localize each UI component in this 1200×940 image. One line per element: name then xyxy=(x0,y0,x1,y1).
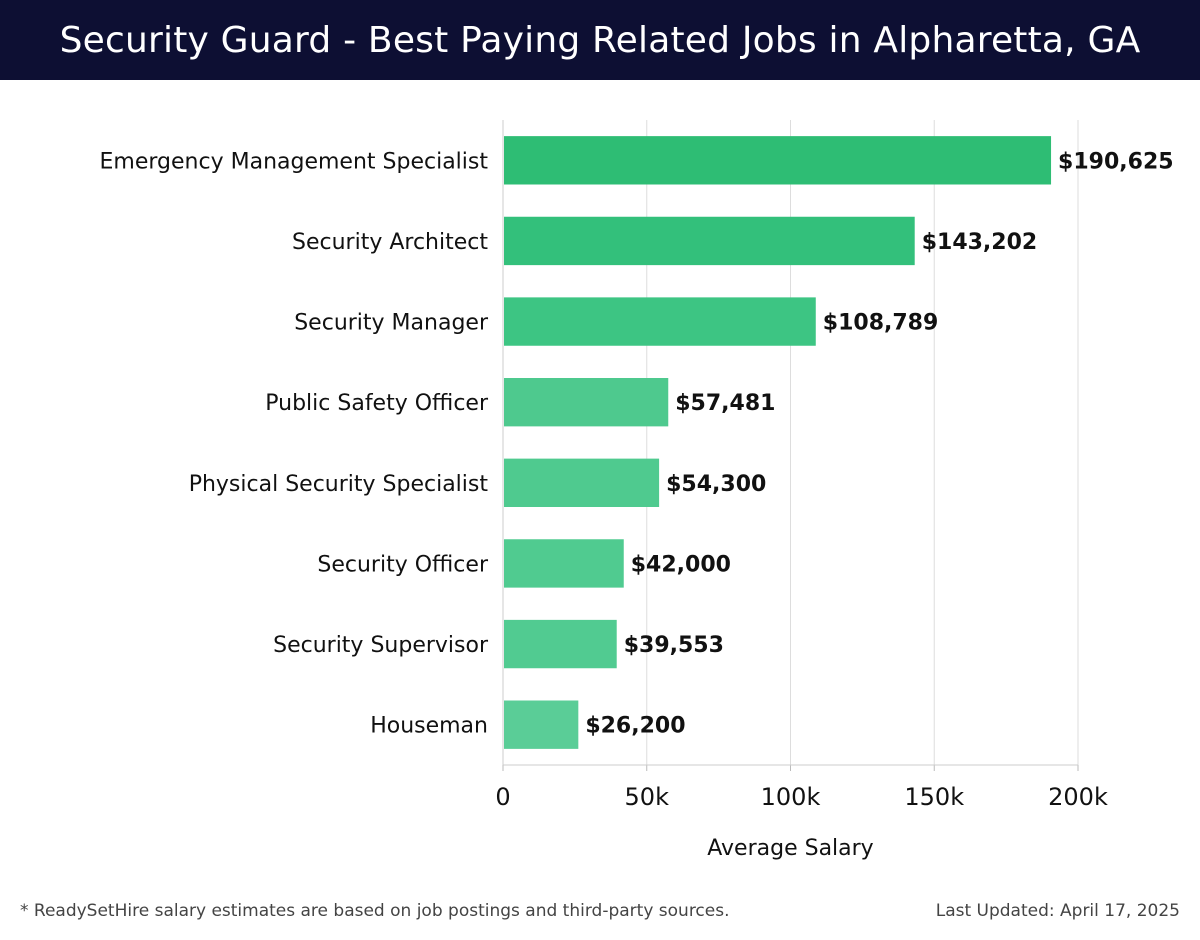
value-label: $54,300 xyxy=(666,472,766,497)
last-updated: Last Updated: April 17, 2025 xyxy=(935,901,1180,921)
x-axis-title: Average Salary xyxy=(707,836,873,861)
bar xyxy=(504,216,915,266)
footer: * ReadySetHire salary estimates are base… xyxy=(0,893,1200,933)
category-label: Security Manager xyxy=(294,311,489,336)
x-tick-label: 50k xyxy=(625,783,670,811)
value-label: $190,625 xyxy=(1058,149,1174,174)
footnote: * ReadySetHire salary estimates are base… xyxy=(20,901,730,921)
value-label: $42,000 xyxy=(631,552,731,577)
bar xyxy=(504,539,624,588)
x-tick-label: 200k xyxy=(1048,783,1108,811)
bar xyxy=(504,619,617,669)
value-label: $57,481 xyxy=(675,391,775,416)
bar xyxy=(504,458,660,507)
category-label: Emergency Management Specialist xyxy=(100,149,489,174)
x-tick-label: 150k xyxy=(904,783,964,811)
bar xyxy=(504,378,669,427)
bar xyxy=(504,297,816,346)
category-label: Public Safety Officer xyxy=(265,391,489,416)
x-tick-label: 0 xyxy=(495,783,510,811)
value-label: $143,202 xyxy=(922,230,1038,255)
category-label: Security Officer xyxy=(317,552,489,577)
value-label: $26,200 xyxy=(585,714,685,739)
bar xyxy=(504,136,1052,185)
title-bar: Security Guard - Best Paying Related Job… xyxy=(0,0,1200,80)
category-label: Security Supervisor xyxy=(273,633,489,658)
x-tick-label: 100k xyxy=(761,783,821,811)
bar xyxy=(504,700,579,749)
category-label: Physical Security Specialist xyxy=(189,472,489,497)
value-label: $39,553 xyxy=(624,633,724,658)
category-label: Security Architect xyxy=(292,230,488,255)
salary-bar-chart: 0 50k 100k 150k 200k Emergency Management Spe… xyxy=(100,120,1174,861)
value-label: $108,789 xyxy=(823,311,939,336)
category-label: Houseman xyxy=(370,714,488,739)
chart-title: Security Guard - Best Paying Related Job… xyxy=(59,19,1141,61)
